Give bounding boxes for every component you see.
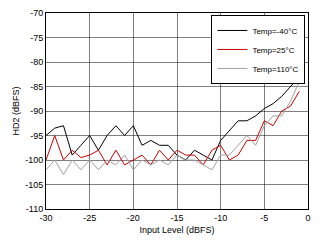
svg-text:-105: -105	[25, 180, 43, 190]
svg-text:-110: -110	[26, 204, 43, 214]
svg-text:Temp=-40°C: Temp=-40°C	[252, 27, 297, 36]
svg-text:-20: -20	[127, 213, 140, 223]
svg-text:-80: -80	[30, 57, 43, 67]
svg-text:-85: -85	[30, 82, 43, 92]
svg-text:-75: -75	[30, 33, 43, 43]
svg-text:0: 0	[305, 213, 310, 223]
svg-text:HD2 (dBFS): HD2 (dBFS)	[11, 86, 21, 135]
svg-text:-90: -90	[30, 106, 43, 116]
svg-text:-30: -30	[39, 213, 52, 223]
svg-text:-100: -100	[25, 155, 43, 165]
svg-text:-25: -25	[83, 213, 96, 223]
svg-text:-70: -70	[30, 8, 43, 18]
svg-text:-10: -10	[214, 213, 227, 223]
svg-text:-5: -5	[260, 213, 268, 223]
svg-text:Temp=25°C: Temp=25°C	[252, 46, 294, 55]
svg-text:Temp=110°C: Temp=110°C	[252, 65, 298, 74]
svg-text:-95: -95	[30, 131, 43, 141]
svg-text:Input Level (dBFS): Input Level (dBFS)	[139, 225, 214, 235]
svg-text:-15: -15	[170, 213, 183, 223]
